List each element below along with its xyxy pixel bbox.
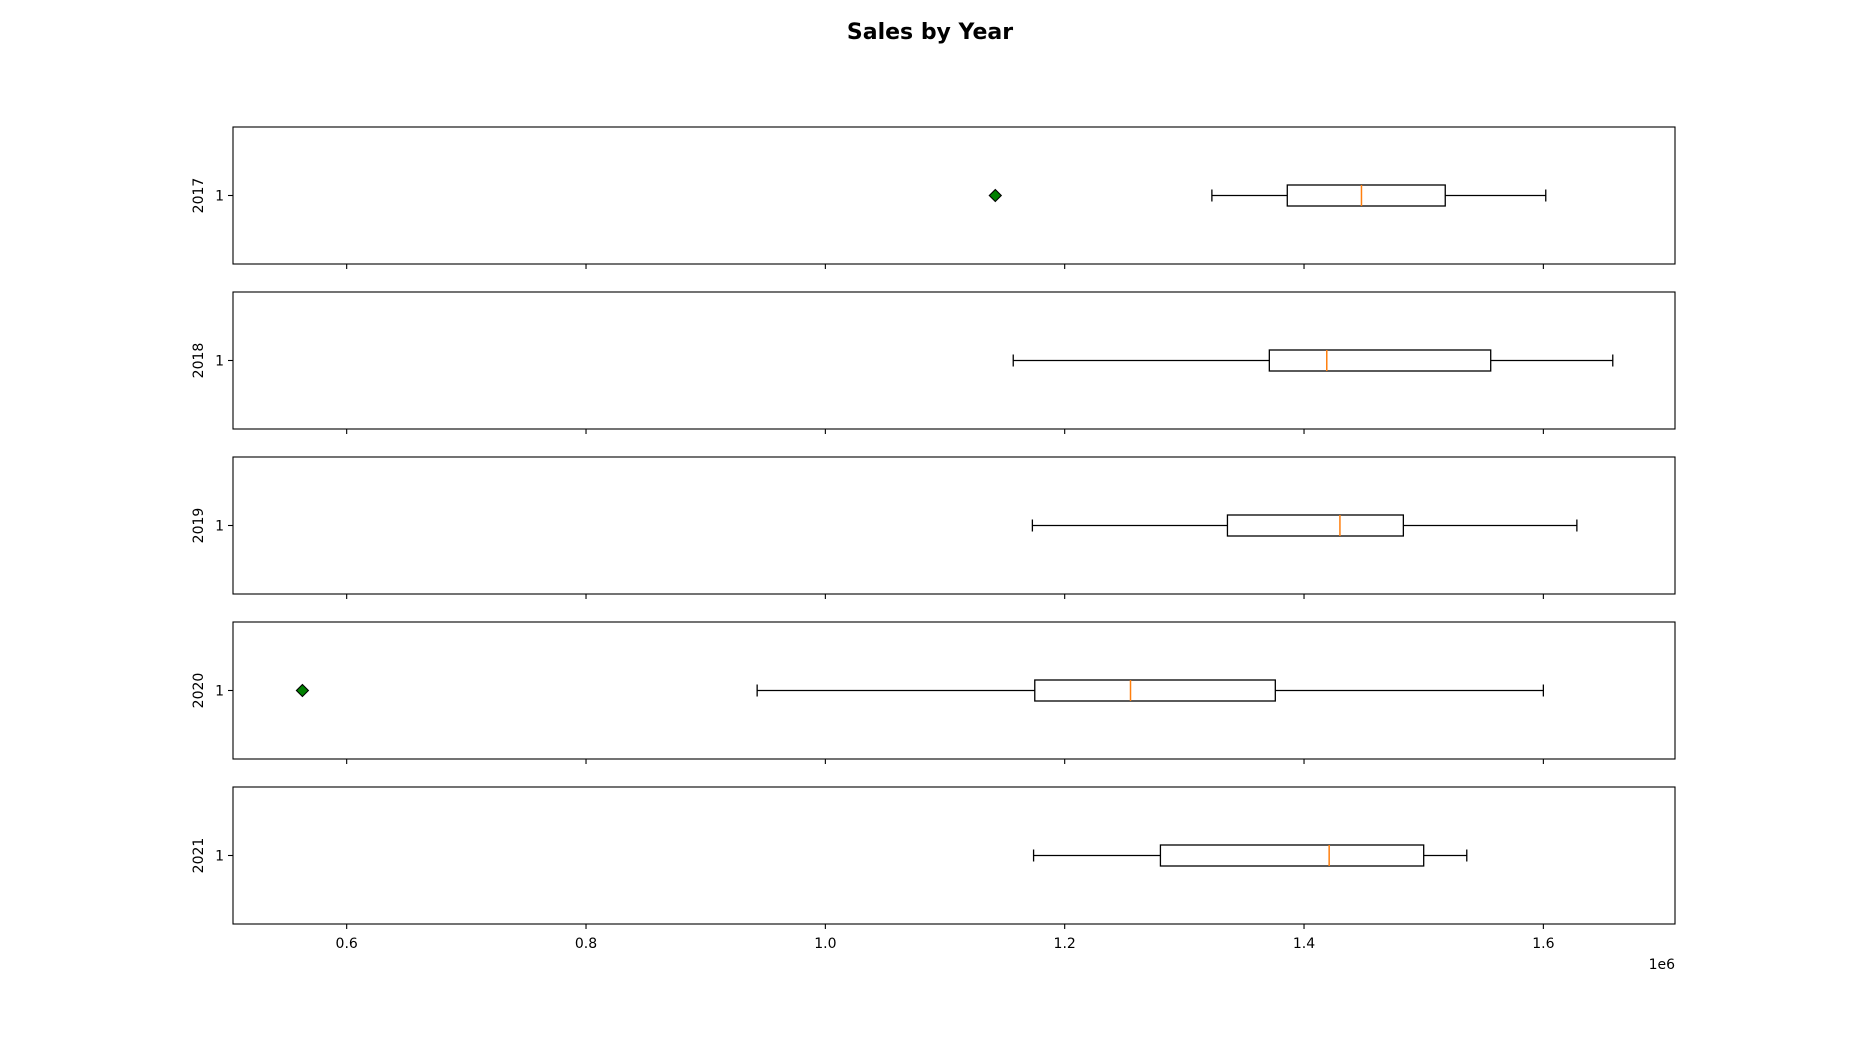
y-axis-label-2020: 2020 xyxy=(191,673,207,709)
x-offset-label: 1e6 xyxy=(1649,957,1676,973)
x-tick-label: 0.8 xyxy=(575,936,597,952)
y-axis-label-2018: 2018 xyxy=(191,343,207,379)
panel-2018: 1 2018 xyxy=(191,291,1676,434)
panel-2017: 1 2017 xyxy=(191,126,1676,269)
x-tick-label: 0.6 xyxy=(336,936,358,952)
y-axis-label-2019: 2019 xyxy=(191,508,207,544)
y-axis-label-2021: 2021 xyxy=(191,838,207,874)
chart-title: Sales by Year xyxy=(847,20,1013,45)
x-tick-label: 1.4 xyxy=(1293,936,1315,952)
y-tick-label: 1 xyxy=(215,684,224,700)
iqr-box xyxy=(1159,844,1425,867)
panel-2019: 1 2019 xyxy=(191,456,1676,599)
iqr-box xyxy=(1226,514,1405,537)
y-tick-label: 1 xyxy=(215,189,224,205)
y-tick-label: 1 xyxy=(215,849,224,865)
panel-2020: 1 2020 xyxy=(191,621,1676,764)
x-tick-label: 1.6 xyxy=(1532,936,1554,952)
boxplot-panels: 1 2017 1 2018 1 2019 1 2020 0.6 0.8 1.0 1.2 1.4 1.6 1e… xyxy=(191,126,1676,973)
y-axis-label-2017: 2017 xyxy=(191,178,207,214)
x-tick-label: 1.0 xyxy=(814,936,836,952)
x-tick-label: 1.2 xyxy=(1054,936,1076,952)
panel-2021: 0.6 0.8 1.0 1.2 1.4 1.6 1e6 1 2021 xyxy=(191,786,1676,973)
y-tick-label: 1 xyxy=(215,354,224,370)
outlier-point xyxy=(295,683,310,698)
iqr-box xyxy=(1034,679,1276,702)
y-tick-label: 1 xyxy=(215,519,224,535)
outlier-point xyxy=(988,188,1003,203)
iqr-box xyxy=(1286,184,1446,207)
iqr-box xyxy=(1268,349,1492,372)
